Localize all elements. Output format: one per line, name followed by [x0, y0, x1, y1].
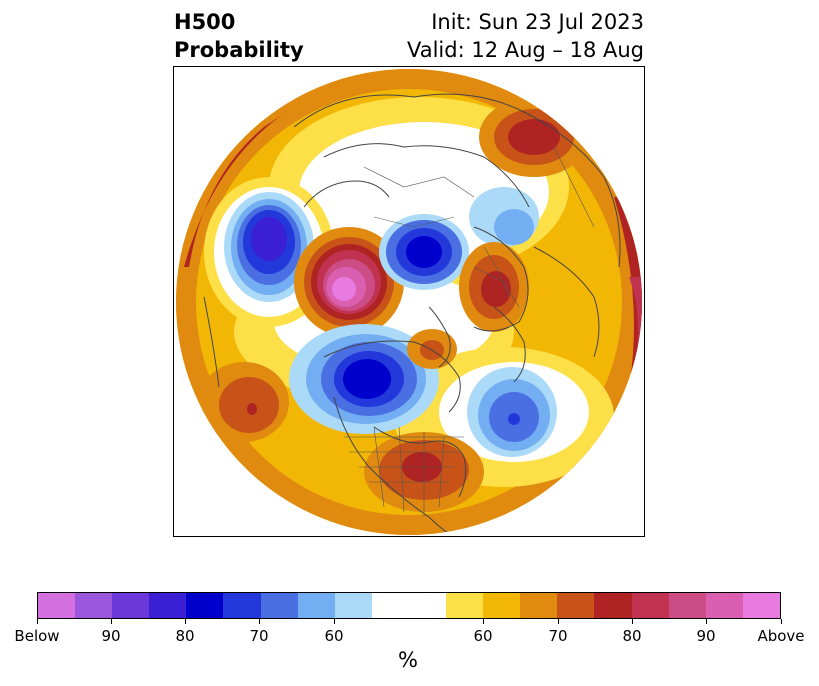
- colorbar-segment: [297, 593, 335, 618]
- colorbar-segment: [742, 593, 780, 618]
- colorbar-tick-mark: [185, 619, 186, 624]
- colorbar-segment: [668, 593, 706, 618]
- forecast-dates: Init: Sun 23 Jul 2023 Valid: 12 Aug – 18…: [407, 8, 644, 64]
- colorbar: [37, 592, 781, 619]
- colorbar-tick-label: 80: [622, 627, 642, 645]
- colorbar-tick-label: 60: [324, 627, 344, 645]
- colorbar-segment: [149, 593, 187, 618]
- polar-map: [173, 66, 645, 537]
- colorbar-tick-label: 90: [696, 627, 716, 645]
- coastlines: [203, 93, 621, 535]
- map-title: H500 Probability: [174, 8, 304, 64]
- title-line-1: H500: [174, 10, 236, 34]
- colorbar-tick-label: 70: [249, 627, 269, 645]
- colorbar-segment: [223, 593, 261, 618]
- colorbar-tick-mark: [37, 619, 38, 624]
- colorbar-tick-mark: [259, 619, 260, 624]
- colorbar-tick-label: Below: [14, 627, 60, 645]
- atl-core: [508, 413, 520, 425]
- colorbar-tick-label: Above: [757, 627, 805, 645]
- colorbar-tick-label: 90: [101, 627, 121, 645]
- colorbar-tick-mark: [334, 619, 335, 624]
- colorbar-segment: [446, 593, 484, 618]
- colorbar-segment: [483, 593, 521, 618]
- probability-map-svg: [176, 69, 642, 535]
- colorbar-segment: [75, 593, 113, 618]
- pole-core: [406, 236, 442, 268]
- colorbar-tick-label: 80: [175, 627, 195, 645]
- colorbar-segment: [520, 593, 558, 618]
- colorbar-tick-mark: [111, 619, 112, 624]
- colorbar-segment: [594, 593, 632, 618]
- colorbar-segment: [557, 593, 595, 618]
- colorbar-tick-mark: [558, 619, 559, 624]
- colorbar-tick-mark: [632, 619, 633, 624]
- colorbar-unit: %: [398, 648, 418, 672]
- valid-date: Valid: 12 Aug – 18 Aug: [406, 38, 644, 62]
- colorbar-segment: [38, 593, 76, 618]
- colorbar-tick-mark: [483, 619, 484, 624]
- colorbar-segment: [408, 593, 447, 618]
- probability-field: [176, 69, 642, 535]
- colorbar-tick-mark: [706, 619, 707, 624]
- ep-red: [247, 403, 257, 415]
- colorbar-tick-label: 60: [473, 627, 493, 645]
- colorbar-segment: [186, 593, 224, 618]
- colorbar-segment: [260, 593, 298, 618]
- colorbar-segment: [371, 593, 409, 618]
- colorbar-tick-mark: [781, 619, 782, 624]
- ridge-core: [332, 277, 356, 301]
- borders: [344, 146, 595, 517]
- ne-blue: [494, 209, 534, 245]
- na-core: [343, 359, 391, 399]
- ne-red: [508, 119, 560, 155]
- init-date: Init: Sun 23 Jul 2023: [431, 10, 644, 34]
- wp-blue-4: [251, 217, 287, 261]
- colorbar-segment: [112, 593, 150, 618]
- title-line-2: Probability: [174, 38, 304, 62]
- eu-red: [481, 271, 511, 307]
- colorbar-tick-label: 70: [548, 627, 568, 645]
- colorbar-segment: [334, 593, 372, 618]
- colorbar-segment: [631, 593, 669, 618]
- colorbar-segment: [705, 593, 743, 618]
